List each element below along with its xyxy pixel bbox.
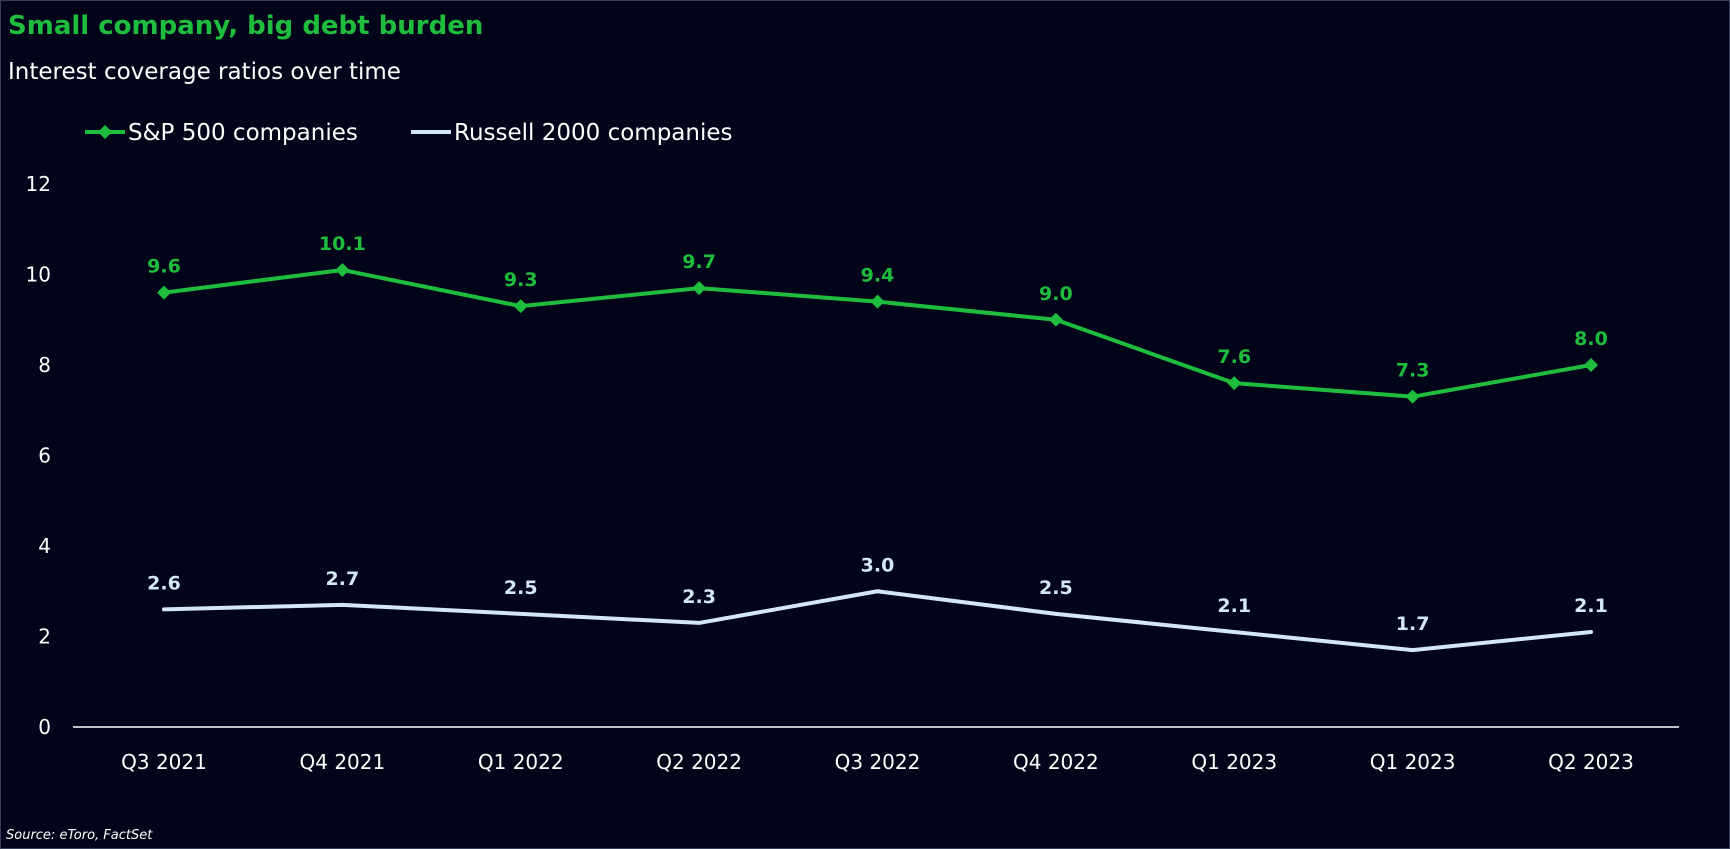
- data-point: [157, 285, 171, 300]
- data-point: [513, 299, 528, 314]
- x-tick-label: Q1 2023: [1191, 750, 1277, 774]
- y-tick-label: 10: [26, 263, 51, 287]
- data-point: [692, 281, 707, 296]
- data-label: 9.4: [861, 265, 895, 287]
- source-note: Source: eToro, FactSet: [6, 828, 153, 843]
- data-label: 9.7: [682, 251, 716, 273]
- data-point: [1405, 389, 1420, 404]
- x-tick-label: Q3 2022: [835, 750, 921, 774]
- x-tick-label: Q3 2021: [121, 750, 207, 774]
- chart-title: Small company, big debt burden: [8, 11, 484, 41]
- legend: S&P 500 companies Russell 2000 companies: [85, 120, 733, 146]
- data-label: 2.6: [147, 572, 181, 594]
- series-line-sp500: [162, 267, 1593, 399]
- data-label: 7.6: [1217, 346, 1251, 368]
- x-axis: Q3 2021 Q4 2021 Q1 2022 Q2 2022 Q3 2022 Q4 20…: [73, 726, 1679, 774]
- data-label: 9.3: [504, 269, 538, 291]
- y-tick-label: 4: [38, 534, 51, 558]
- data-label: 2.7: [326, 568, 360, 590]
- data-label: 9.6: [147, 256, 181, 278]
- chart-subtitle: Interest coverage ratios over time: [8, 59, 401, 85]
- data-label: 3.0: [861, 554, 895, 576]
- data-point: [870, 294, 885, 309]
- data-label: 2.5: [504, 577, 538, 599]
- legend-label-russell2000: Russell 2000 companies: [454, 120, 733, 146]
- series-line-russell2000: [162, 589, 1593, 653]
- x-tick-label: Q2 2023: [1548, 750, 1634, 774]
- data-point: [1584, 358, 1598, 372]
- data-label: 8.0: [1574, 328, 1608, 350]
- data-label: 9.0: [1039, 283, 1073, 305]
- y-tick-label: 12: [26, 172, 51, 196]
- data-label: 2.5: [1039, 577, 1073, 599]
- y-tick-label: 6: [38, 444, 51, 468]
- data-label: 2.3: [682, 586, 716, 608]
- y-tick-label: 2: [38, 625, 51, 649]
- x-tick-label: Q4 2021: [300, 750, 386, 774]
- data-point: [335, 262, 350, 277]
- data-label: 2.1: [1217, 595, 1251, 617]
- data-label: 7.3: [1396, 360, 1430, 382]
- legend-marker-sp500: [98, 125, 112, 139]
- y-tick-label: 8: [38, 353, 51, 377]
- y-axis: 0 2 4 6 8 10 12: [26, 172, 51, 739]
- data-label: 1.7: [1396, 613, 1430, 635]
- x-tick-label: Q1 2022: [478, 750, 564, 774]
- data-label: 10.1: [319, 233, 366, 255]
- data-point: [1227, 376, 1242, 391]
- data-label: 2.1: [1574, 595, 1608, 617]
- x-tick-label: Q1 2023: [1370, 750, 1456, 774]
- data-point: [1048, 312, 1063, 327]
- series-layer: [157, 262, 1598, 653]
- legend-label-sp500: S&P 500 companies: [128, 120, 358, 146]
- y-tick-label: 0: [38, 715, 51, 739]
- x-tick-label: Q2 2022: [656, 750, 742, 774]
- x-tick-label: Q4 2022: [1013, 750, 1099, 774]
- data-labels: 9.6 10.1 9.3 9.7 9.4 9.0 7.6 7.3 8.0 2.6 2.7 2.5 2.3…: [147, 233, 1608, 635]
